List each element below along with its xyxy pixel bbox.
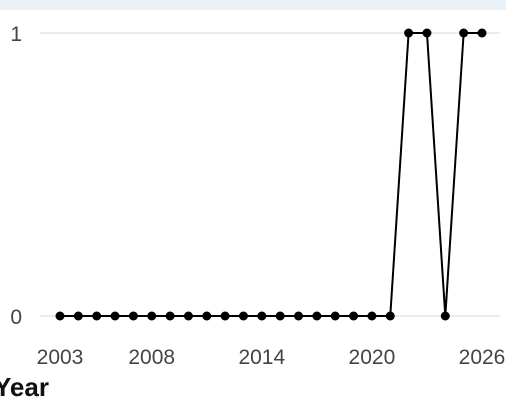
- data-point: [385, 311, 395, 321]
- x-axis-title: Year: [0, 372, 49, 402]
- data-point: [312, 311, 322, 321]
- data-point: [202, 311, 212, 321]
- data-point: [275, 311, 285, 321]
- data-point: [257, 311, 267, 321]
- data-point: [477, 28, 487, 38]
- data-point: [404, 28, 414, 38]
- data-point: [147, 311, 157, 321]
- x-tick-label: 2008: [128, 346, 175, 369]
- x-tick-label: 2020: [349, 346, 396, 369]
- x-tick-label: 2026: [459, 346, 506, 369]
- data-point: [55, 311, 65, 321]
- grid-lines: [40, 32, 500, 317]
- data-point: [367, 311, 377, 321]
- data-point: [422, 28, 432, 38]
- data-point: [73, 311, 83, 321]
- data-point: [110, 311, 120, 321]
- x-tick-label: 2003: [37, 346, 84, 369]
- data-point: [165, 311, 175, 321]
- data-point: [349, 311, 359, 321]
- y-tick-label: 1: [10, 23, 22, 46]
- data-point: [128, 311, 138, 321]
- data-point: [183, 311, 193, 321]
- series-points: [55, 28, 487, 321]
- data-point: [238, 311, 248, 321]
- data-point: [459, 28, 469, 38]
- data-point: [294, 311, 304, 321]
- top-strip: [0, 0, 506, 10]
- y-tick-label: 0: [10, 306, 22, 329]
- x-tick-label: 2014: [238, 346, 285, 369]
- y-tick-labels: 01: [10, 23, 22, 329]
- series-line: [60, 32, 482, 317]
- data-point: [330, 311, 340, 321]
- data-point: [92, 311, 102, 321]
- x-tick-labels: 2003 2008 2014 2020 2026: [37, 346, 506, 369]
- series-lines: [60, 32, 482, 317]
- data-point: [220, 311, 230, 321]
- data-point: [440, 311, 450, 321]
